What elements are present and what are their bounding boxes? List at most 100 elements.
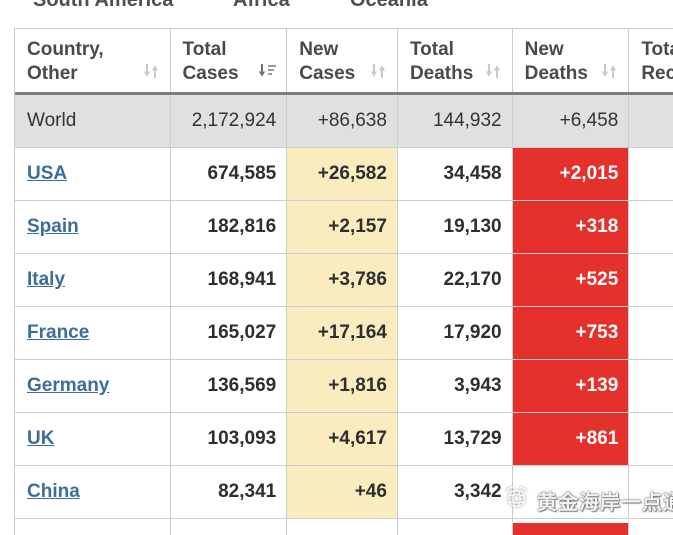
country-cell: Italy [15, 254, 171, 306]
total-cases-cell: 165,027 [171, 307, 288, 359]
total-recovered-cell [629, 360, 673, 412]
partial-cell [287, 519, 398, 535]
column-header-label: Recovered [641, 63, 673, 84]
total-recovered-cell [629, 413, 673, 465]
new-deaths-cell: +139 [512, 360, 630, 412]
table-row: USA 674,585 +26,582 34,458 +2,015 [15, 148, 673, 201]
total-deaths-cell: 34,458 [398, 148, 513, 200]
country-link[interactable]: USA [27, 163, 68, 184]
column-header-label: New [524, 39, 564, 60]
country-link[interactable]: China [27, 481, 80, 502]
table-row: Germany 136,569 +1,816 3,943 +139 [15, 360, 673, 413]
column-header-label: Other [27, 63, 78, 84]
tab-africa[interactable]: Africa [233, 0, 290, 11]
new-deaths-cell: +318 [512, 201, 630, 253]
total-recovered-cell [629, 307, 673, 359]
partial-cell [15, 519, 171, 535]
table-row: UK 103,093 +4,617 13,729 +861 [15, 413, 673, 466]
new-deaths-cell: +525 [512, 254, 630, 306]
world-total-deaths: 144,932 [397, 95, 513, 147]
new-deaths-cell: +753 [512, 307, 630, 359]
column-header-label: Cases [299, 63, 356, 84]
column-header-total-deaths[interactable]: Total Deaths [398, 29, 513, 92]
total-deaths-cell: 13,729 [398, 413, 513, 465]
table-row: France 165,027 +17,164 17,920 +753 [15, 307, 673, 360]
total-cases-cell: 674,585 [171, 148, 288, 200]
column-header-label: Deaths [524, 63, 588, 84]
column-header-label: Total [409, 39, 454, 60]
country-link[interactable]: Italy [27, 269, 66, 290]
new-deaths-cell: +2,015 [512, 148, 630, 200]
country-cell: Germany [15, 360, 171, 412]
world-new-deaths: +6,458 [512, 95, 630, 147]
total-deaths-cell: 3,342 [398, 466, 513, 518]
column-header-total-cases[interactable]: Total Cases [171, 29, 288, 92]
column-header-new-deaths[interactable]: New Deaths [513, 29, 630, 92]
country-cell: UK [15, 413, 171, 465]
country-cell: USA [15, 148, 171, 200]
table-row: Spain 182,816 +2,157 19,130 +318 [15, 201, 673, 254]
partial-next-row [15, 519, 673, 535]
column-header-label: New [299, 39, 339, 60]
world-total-cases: 2,172,924 [170, 95, 288, 147]
column-header-label: Total [641, 39, 673, 60]
tab-oceania[interactable]: Oceania [350, 0, 428, 11]
covid-stats-table: Country, Other Total Cases New Cases [14, 28, 673, 535]
country-cell: Spain [15, 201, 171, 253]
sort-arrows-icon [369, 62, 389, 86]
continent-tabs: South America Africa Oceania [0, 0, 673, 13]
new-deaths-cell [512, 466, 630, 518]
column-header-new-cases[interactable]: New Cases [287, 29, 398, 92]
country-link[interactable]: UK [27, 428, 55, 449]
new-cases-cell: +1,816 [287, 360, 398, 412]
total-cases-cell: 136,569 [171, 360, 288, 412]
total-cases-cell: 168,941 [171, 254, 288, 306]
total-recovered-cell [629, 201, 673, 253]
total-cases-cell: 82,341 [171, 466, 288, 518]
total-deaths-cell: 17,920 [398, 307, 513, 359]
sort-descending-active-icon [256, 62, 278, 86]
sort-arrows-icon [600, 62, 620, 86]
total-recovered-cell [629, 254, 673, 306]
partial-cell [170, 519, 288, 535]
tab-south-america[interactable]: South America [33, 0, 174, 11]
new-cases-cell: +17,164 [287, 307, 398, 359]
new-cases-cell: +46 [287, 466, 398, 518]
new-cases-cell: +2,157 [287, 201, 398, 253]
column-header-label: Total [182, 39, 227, 60]
new-deaths-cell: +861 [512, 413, 630, 465]
column-header-country[interactable]: Country, Other [15, 29, 171, 92]
total-recovered-cell [629, 148, 673, 200]
country-rows: USA 674,585 +26,582 34,458 +2,015 Spain … [15, 148, 673, 519]
column-header-total-recovered[interactable]: Total Recovered [629, 29, 673, 92]
total-deaths-cell: 22,170 [398, 254, 513, 306]
table-row: Italy 168,941 +3,786 22,170 +525 [15, 254, 673, 307]
world-label: World [15, 95, 171, 147]
new-cases-cell: +4,617 [287, 413, 398, 465]
partial-cell [397, 519, 513, 535]
world-total-recovered [629, 95, 673, 147]
table-row: China 82,341 +46 3,342 [15, 466, 673, 519]
total-recovered-cell [629, 466, 673, 518]
column-header-label: Country, [27, 39, 104, 60]
partial-new-deaths-cell [512, 519, 630, 535]
column-header-label: Cases [182, 63, 239, 84]
country-link[interactable]: Spain [27, 216, 79, 237]
country-cell: China [15, 466, 171, 518]
country-cell: France [15, 307, 171, 359]
new-cases-cell: +26,582 [287, 148, 398, 200]
column-header-label: Deaths [409, 63, 474, 84]
total-cases-cell: 182,816 [171, 201, 288, 253]
total-cases-cell: 103,093 [171, 413, 288, 465]
world-new-cases: +86,638 [287, 95, 398, 147]
sort-arrows-icon [484, 62, 504, 86]
sort-arrows-icon [142, 62, 162, 86]
new-cases-cell: +3,786 [287, 254, 398, 306]
total-deaths-cell: 3,943 [398, 360, 513, 412]
country-link[interactable]: Germany [27, 375, 110, 396]
country-link[interactable]: France [27, 322, 90, 343]
world-totals-row: World 2,172,924 +86,638 144,932 +6,458 [15, 95, 673, 148]
total-deaths-cell: 19,130 [398, 201, 513, 253]
partial-cell [629, 519, 673, 535]
table-header-row: Country, Other Total Cases New Cases [15, 29, 673, 95]
